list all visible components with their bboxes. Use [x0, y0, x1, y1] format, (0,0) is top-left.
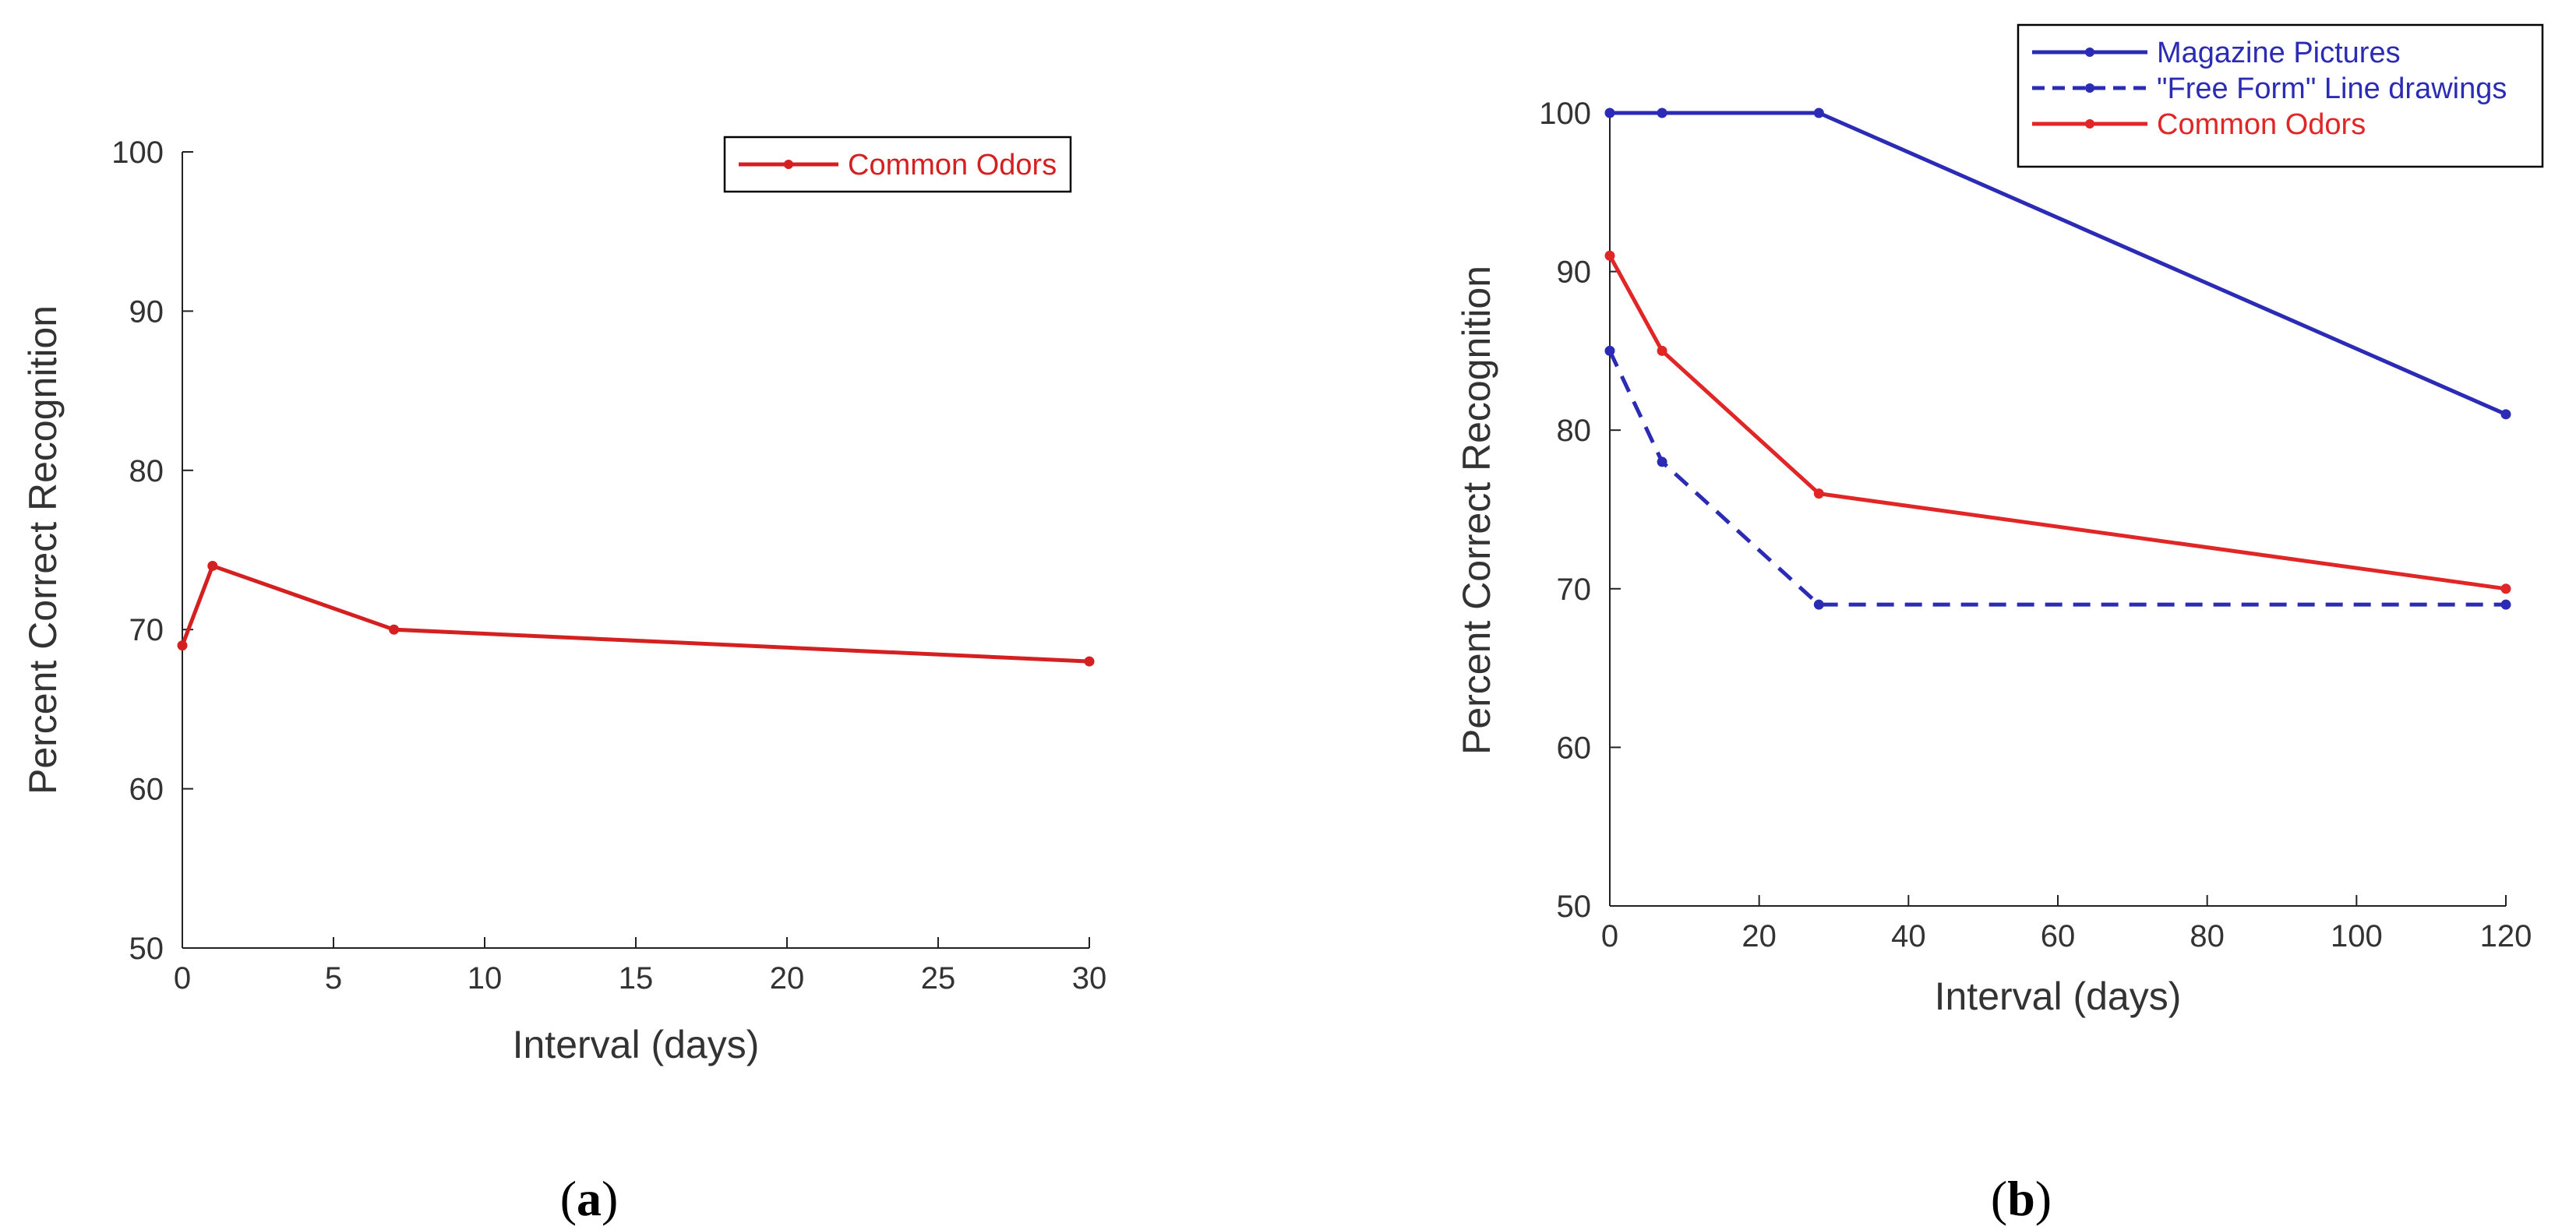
legend-label: Magazine Pictures [2157, 37, 2401, 69]
legend-swatch-marker [2085, 119, 2094, 129]
data-point [2500, 599, 2511, 610]
x-axis-title: Interval (days) [1935, 974, 2182, 1018]
data-point [207, 560, 218, 571]
x-axis-title: Interval (days) [513, 1023, 760, 1066]
y-axis-title: Percent Correct Recognition [1455, 266, 1498, 755]
legend-swatch-marker [2085, 83, 2094, 93]
x-tick-label: 100 [2331, 919, 2383, 953]
legend-label: "Free Form" Line drawings [2157, 72, 2507, 105]
x-tick-label: 40 [1891, 919, 1926, 953]
y-tick-label: 80 [129, 454, 164, 488]
legend-box [2017, 23, 2544, 168]
y-axis-title: Percent Correct Recognition [21, 305, 65, 795]
x-tick-label: 60 [2041, 919, 2076, 953]
legend-swatch-marker [2085, 48, 2094, 57]
data-point [1657, 456, 1667, 467]
data-point [389, 624, 400, 635]
x-tick-label: 30 [1072, 961, 1107, 996]
legend-label: Common Odors [848, 149, 1057, 182]
chart-b: 50 60 70 80 90 100 0 20 40 60 80 100 120 Percent Corr… [1455, 23, 2544, 1226]
data-point [1604, 107, 1615, 118]
x-tick-label: 20 [770, 961, 805, 996]
data-point [177, 640, 188, 651]
data-point [1813, 599, 1824, 610]
chart-panel-a: 50 60 70 80 90 100 0 5 10 15 20 25 30 Percent Correct… [0, 0, 1169, 1230]
y-tick-label: 50 [129, 932, 164, 966]
x-tick-label: 5 [325, 961, 342, 996]
x-tick-label: 0 [174, 961, 191, 996]
x-tick-label: 25 [921, 961, 956, 996]
x-tick-label: 15 [619, 961, 654, 996]
x-tick-label: 10 [468, 961, 503, 996]
chart-a: 50 60 70 80 90 100 0 5 10 15 20 25 30 Percent Correct… [21, 136, 1107, 1226]
y-tick-label: 90 [129, 294, 164, 329]
y-tick-label: 100 [1539, 97, 1591, 131]
chart-panel-b: 50 60 70 80 90 100 0 20 40 60 80 100 120 Percent Corr… [1325, 0, 2576, 1230]
x-tick-label: 80 [2190, 919, 2225, 953]
series-line [1610, 111, 2507, 417]
panel-label: (a) [560, 1171, 619, 1226]
data-point [2500, 409, 2511, 420]
panel-label: (b) [1991, 1171, 2052, 1226]
data-point [1813, 488, 1824, 499]
x-tick-label: 20 [1741, 919, 1777, 953]
y-tick-label: 90 [1557, 256, 1592, 290]
y-tick-label: 50 [1557, 890, 1592, 924]
data-point [1657, 107, 1667, 118]
y-tick-label: 80 [1557, 414, 1592, 448]
y-tick-label: 60 [1557, 731, 1592, 765]
data-point [1657, 345, 1667, 356]
data-point [1604, 345, 1615, 356]
x-tick-label: 0 [1601, 919, 1618, 953]
series-line [1607, 350, 2506, 607]
data-point [1813, 107, 1824, 118]
data-point [1084, 656, 1095, 667]
legend-swatch-marker [784, 160, 793, 169]
x-tick-label: 120 [2480, 919, 2532, 953]
legend-label: Common Odors [2157, 108, 2366, 141]
y-tick-label: 60 [129, 773, 164, 807]
y-tick-label: 70 [1557, 573, 1592, 607]
series-line [180, 563, 1090, 664]
data-point [2500, 583, 2511, 594]
series-line [1607, 255, 2507, 591]
y-tick-label: 70 [129, 613, 164, 647]
data-point [1604, 250, 1615, 261]
y-tick-label: 100 [111, 136, 164, 170]
